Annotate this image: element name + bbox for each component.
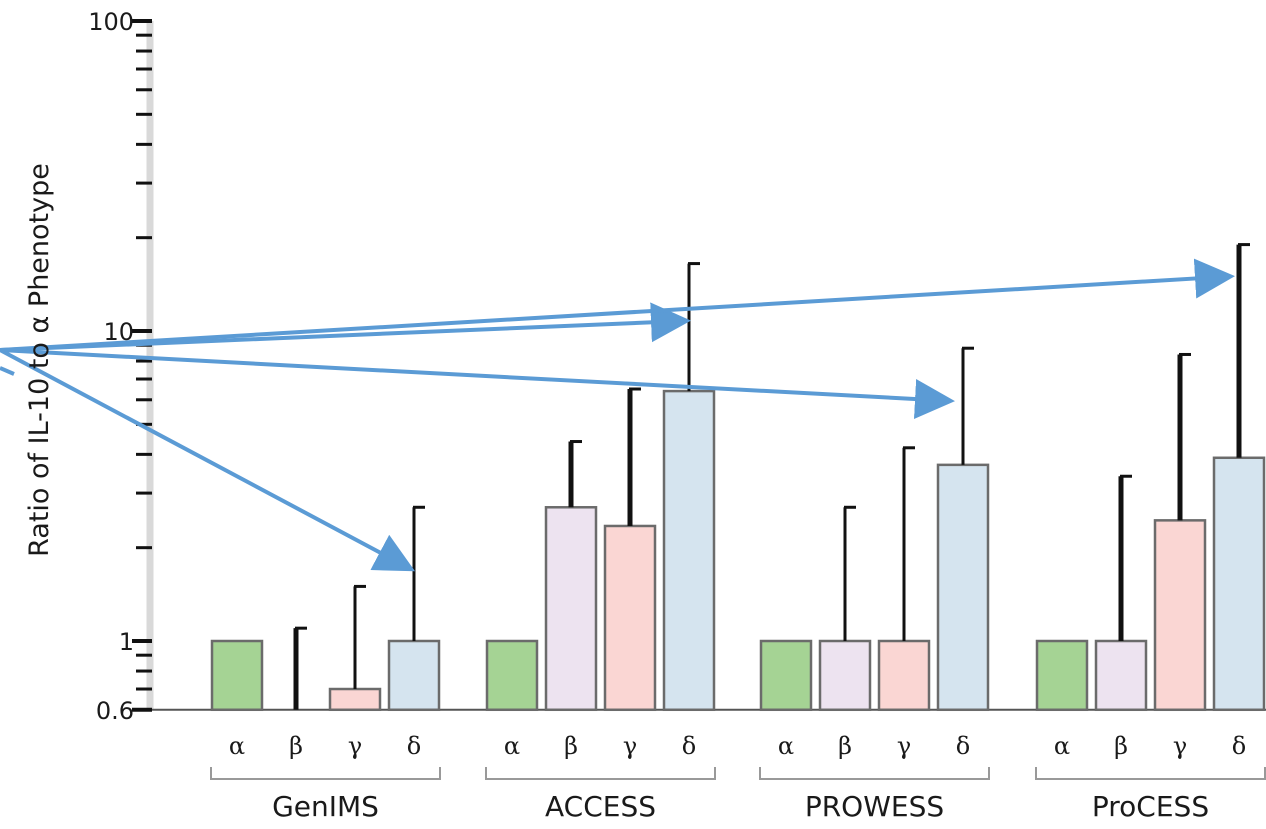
group-bracket	[485, 767, 716, 780]
bar-access-2	[603, 524, 657, 712]
bar-genims-2	[328, 687, 382, 712]
group-bracket	[210, 767, 441, 780]
phenotype-label: δ	[956, 732, 970, 760]
x-axis-labels: α β γ δ GenIMS α β γ δ ACCESS α β γ δ PROWESS α β γ δ ProCE…	[210, 732, 1266, 823]
phenotype-label: α	[229, 732, 245, 760]
phenotype-label: β	[564, 732, 578, 760]
bar-access-3	[662, 389, 716, 712]
group-bracket	[1035, 767, 1266, 780]
bar-access-0	[485, 639, 539, 712]
phenotype-label: δ	[682, 732, 696, 760]
phenotype-label: α	[504, 732, 520, 760]
bar-genims-3	[387, 639, 441, 712]
bar-access-1	[544, 506, 598, 712]
bar-process-1	[1094, 639, 1148, 712]
group-label-access: ACCESS	[545, 790, 656, 823]
annotation-arrow	[0, 348, 416, 572]
phenotype-label: γ	[623, 732, 637, 760]
y-axis-label: Ratio of IL-10 to α Phenotype	[24, 163, 55, 557]
phenotype-label: δ	[1232, 732, 1246, 760]
phenotype-label: β	[838, 732, 852, 760]
annotation-arrow-tail	[0, 366, 15, 376]
phenotype-label: β	[289, 732, 303, 760]
phenotype-label: α	[1054, 732, 1070, 760]
bar-prowess-2	[877, 639, 931, 712]
y-tick-label: 1	[119, 628, 134, 656]
y-tick-label: 100	[88, 8, 134, 36]
bar-prowess-3	[936, 463, 990, 712]
y-tick-label: 0.6	[96, 697, 134, 725]
group-label-process: ProCESS	[1092, 790, 1209, 823]
bar-process-0	[1035, 639, 1089, 712]
bar-prowess-0	[759, 639, 813, 712]
annotation-arrows	[0, 258, 1235, 572]
group-bracket	[759, 767, 990, 780]
phenotype-label: γ	[897, 732, 911, 760]
group-label-genims: GenIMS	[272, 790, 379, 823]
bar-process-2	[1153, 519, 1207, 712]
phenotype-label: α	[778, 732, 794, 760]
group-label-prowess: PROWESS	[805, 790, 944, 823]
bar-genims-0	[210, 639, 264, 712]
bars	[210, 243, 1266, 712]
phenotype-label: γ	[348, 732, 362, 760]
bar-process-3	[1212, 456, 1266, 712]
annotation-arrow	[0, 258, 1235, 352]
phenotype-label: β	[1114, 732, 1128, 760]
bar-prowess-1	[818, 639, 872, 712]
annotation-arrow	[0, 348, 955, 419]
phenotype-label: γ	[1173, 732, 1187, 760]
phenotype-label: δ	[407, 732, 421, 760]
